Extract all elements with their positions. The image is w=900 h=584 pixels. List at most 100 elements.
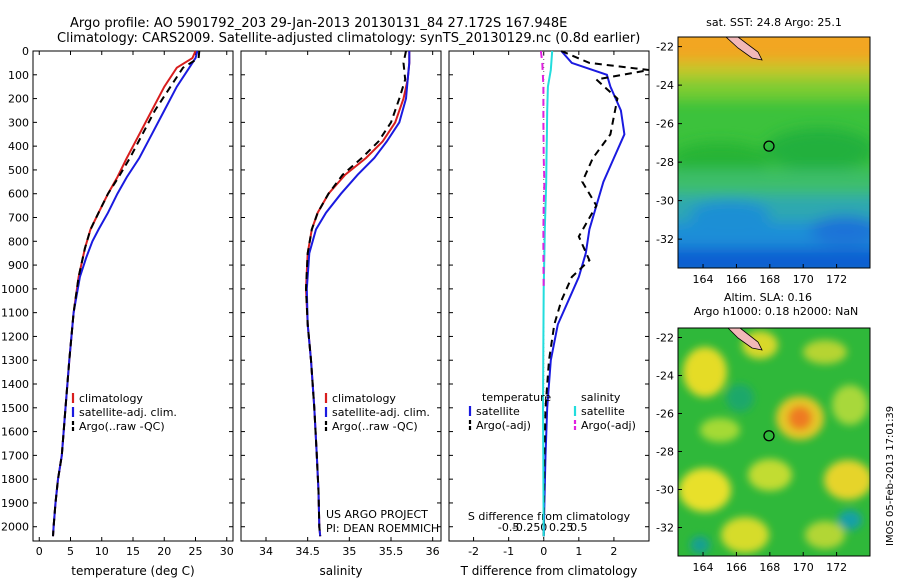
sst-map-title: sat. SST: 24.8 Argo: 25.1	[706, 16, 842, 29]
legend-label: satellite	[476, 405, 520, 418]
series-line-1	[542, 50, 626, 537]
x-tick-label: 30	[220, 545, 234, 558]
x-tick-label: 0	[36, 545, 43, 558]
map-y-tick-label: -30	[656, 195, 674, 208]
x-tick-label: 0	[540, 545, 547, 558]
x-tick-label: 36	[426, 545, 440, 558]
map-x-tick-label: 166	[726, 561, 747, 574]
y-tick-label: 200	[8, 93, 29, 106]
x-tick-label: 2	[610, 545, 617, 558]
y-tick-label: 100	[8, 69, 29, 82]
argo-position-marker	[763, 430, 775, 442]
legend-label: climatology	[332, 392, 396, 405]
y-tick-label: 300	[8, 116, 29, 129]
y-tick-label: 1400	[1, 378, 29, 391]
sst-map-frame	[677, 36, 871, 269]
map-x-tick-label: 168	[759, 273, 780, 286]
x-axis-label: T difference from climatology	[460, 564, 638, 578]
y-tick-label: 1500	[1, 402, 29, 415]
coast-shape-sst	[725, 37, 763, 61]
series-line-2	[305, 51, 411, 537]
sla-map: Altim. SLA: 0.16 Argo h1000: 0.18 h2000:…	[656, 291, 871, 574]
sla-map-frame	[677, 327, 871, 557]
x-top-axis-label: S difference from climatology	[468, 510, 631, 523]
legend-label: Argo(-adj)	[581, 419, 636, 432]
legend-title: salinity	[581, 391, 621, 404]
map-x-tick-label: 172	[826, 561, 847, 574]
map-x-tick-label: 170	[793, 273, 814, 286]
x-tick-label: 25	[189, 545, 203, 558]
x-tick-label: 35	[342, 545, 356, 558]
y-tick-label: 1900	[1, 497, 29, 510]
map-x-tick-label: 164	[693, 561, 714, 574]
x-top-tick-label: 0.25	[549, 521, 574, 534]
x-axis-label: salinity	[319, 564, 362, 578]
map-y-tick-label: -22	[656, 332, 674, 345]
legend-label: satellite-adj. clim.	[79, 406, 177, 419]
y-tick-label: 600	[8, 188, 29, 201]
x-top-tick-label: 0.5	[570, 521, 588, 534]
legend-label: climatology	[79, 392, 143, 405]
x-tick-label: 20	[157, 545, 171, 558]
series-line-2	[542, 50, 650, 537]
map-y-tick-label: -22	[656, 41, 674, 54]
map-y-tick-label: -24	[656, 79, 674, 92]
y-tick-label: 1200	[1, 330, 29, 343]
salinity-panel: 34 34.5 35 35.5 36 salinity climatologysatelli…	[240, 50, 442, 578]
y-tick-label: 500	[8, 164, 29, 177]
plot-frame	[240, 50, 442, 542]
plot-frame	[32, 50, 234, 542]
x-tick-label: 1	[575, 545, 582, 558]
x-tick-label: 35.5	[379, 545, 404, 558]
pi-label: PI: DEAN ROEMMICH	[326, 522, 439, 535]
y-tick-label: 1700	[1, 449, 29, 462]
map-x-tick-label: 166	[726, 273, 747, 286]
x-tick-label: 34.5	[295, 545, 320, 558]
x-axis-label: temperature (deg C)	[71, 564, 194, 578]
x-top-tick-label: -0.25	[512, 521, 540, 534]
timestamp-label: IMOS 05-Feb-2013 17:01:39	[885, 406, 896, 546]
argo-position-marker	[763, 140, 775, 152]
x-tick-label: 5	[67, 545, 74, 558]
series-line-3	[304, 50, 407, 537]
map-y-tick-label: -32	[656, 233, 674, 246]
y-tick-label: 900	[8, 259, 29, 272]
map-x-tick-label: 172	[826, 273, 847, 286]
map-x-tick-label: 168	[759, 561, 780, 574]
series-line-3	[52, 50, 201, 537]
map-y-tick-label: -28	[656, 156, 674, 169]
y-tick-label: 1800	[1, 473, 29, 486]
series-line-2	[52, 50, 199, 537]
series-line-3	[541, 50, 554, 537]
title-line1: Argo profile: AO 5901792_203 29-Jan-2013…	[70, 16, 567, 31]
legend-label: satellite-adj. clim.	[332, 406, 430, 419]
project-label: US ARGO PROJECT	[326, 508, 428, 521]
plot-frame	[448, 50, 650, 542]
y-tick-label: 0	[22, 45, 29, 58]
x-top-tick-label: -0.5	[498, 521, 519, 534]
y-tick-label: 1300	[1, 354, 29, 367]
x-tick-label: -1	[503, 545, 514, 558]
x-tick-label: 10	[95, 545, 109, 558]
map-x-tick-label: 164	[693, 273, 714, 286]
legend-label: satellite	[581, 405, 625, 418]
map-y-tick-label: -30	[656, 484, 674, 497]
y-tick-label: 800	[8, 235, 29, 248]
x-tick-label: -2	[468, 545, 479, 558]
x-tick-label: 34	[259, 545, 273, 558]
coast-shape-sla	[727, 328, 763, 351]
legend-label: Argo(-adj)	[476, 419, 531, 432]
difference-panel: -2 -1 0 1 2 T difference from climatology -0.5…	[448, 50, 650, 578]
map-x-tick-label: 170	[793, 561, 814, 574]
map-y-tick-label: -24	[656, 370, 674, 383]
y-tick-label: 1100	[1, 307, 29, 320]
map-y-tick-label: -26	[656, 408, 674, 421]
legend-label: Argo(..raw -QC)	[79, 420, 165, 433]
x-tick-label: 15	[126, 545, 140, 558]
y-tick-label: 1000	[1, 283, 29, 296]
sla-map-subtitle: Argo h1000: 0.18 h2000: NaN	[694, 305, 859, 318]
map-y-tick-label: -32	[656, 522, 674, 535]
legend-title: temperature	[482, 391, 551, 404]
temperature-panel: 0 5 10 15 20 25 30 temperature (deg C) 0 100 200 30…	[1, 45, 234, 578]
